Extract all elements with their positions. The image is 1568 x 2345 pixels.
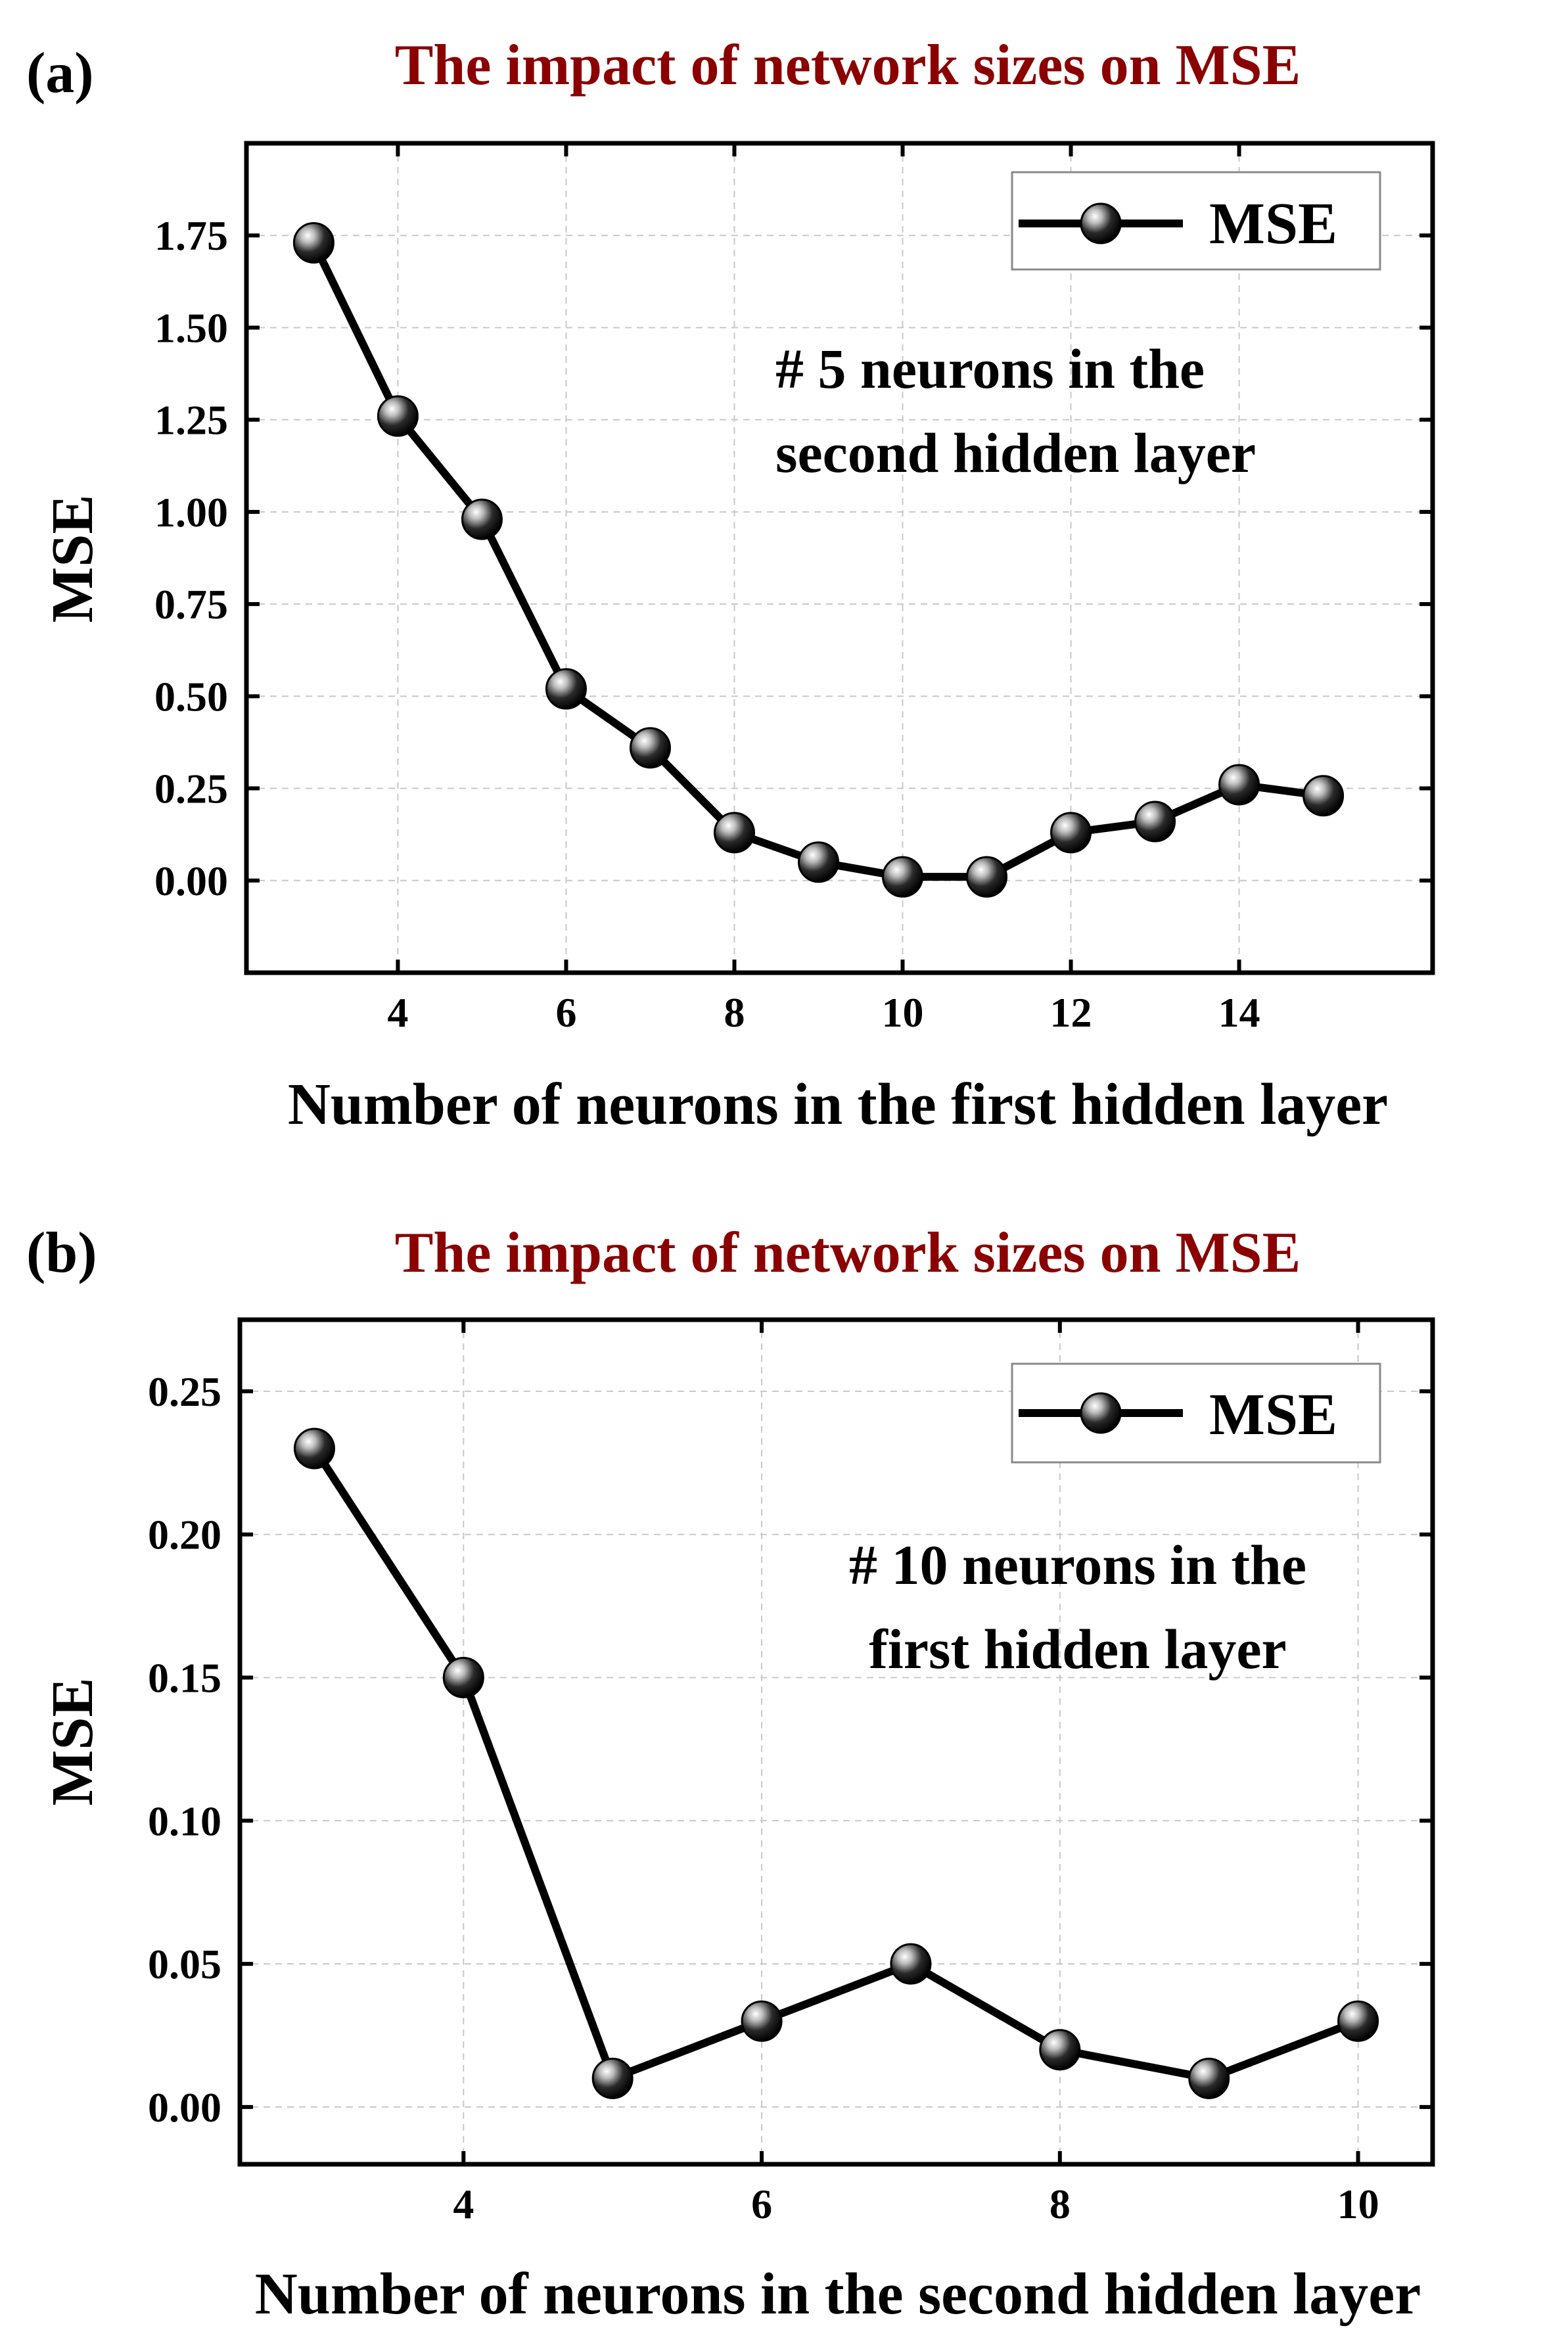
annotation: # 5 neurons in the second hidden layer (775, 337, 1256, 484)
x-tick-label: 12 (1050, 989, 1092, 1036)
data-point (890, 1943, 932, 1985)
legend-entry: MSE (1209, 191, 1337, 256)
data-point (1188, 2057, 1230, 2099)
data-point (1337, 2000, 1379, 2042)
data-point (377, 395, 419, 437)
legend: MSE (1011, 1362, 1381, 1464)
x-tick-label: 14 (1218, 989, 1260, 1036)
annotation-line-2: second hidden layer (775, 421, 1256, 484)
annotation-line-1: # 10 neurons in the (849, 1533, 1306, 1596)
data-point (713, 812, 755, 854)
chart-title: The impact of network sizes on MSE (395, 1221, 1301, 1285)
x-tick-label: 6 (555, 989, 576, 1036)
annotation-line-1: # 5 neurons in the (775, 337, 1205, 400)
data-point (292, 221, 334, 264)
panel-label: (b) (26, 1221, 97, 1285)
axis-ticks: 4 6 8 10 0.00 0.05 0.10 0.15 0.20 0.25 (148, 1320, 1433, 2227)
x-tick-label: 4 (387, 989, 408, 1036)
data-point (545, 668, 587, 710)
legend-entry: MSE (1209, 1382, 1337, 1447)
y-tick-label: 0.25 (148, 1368, 221, 1415)
chart-title: The impact of network sizes on MSE (395, 34, 1301, 97)
x-tick-label: 6 (751, 2181, 772, 2227)
annotation: # 10 neurons in the first hidden layer (849, 1533, 1306, 1681)
data-point (1303, 775, 1345, 817)
data-point (1039, 2029, 1081, 2071)
legend: MSE (1011, 171, 1381, 271)
panel-label: (a) (26, 41, 94, 105)
data-point (293, 1428, 335, 1470)
legend-marker-icon (1080, 1392, 1122, 1434)
y-axis-label: MSE (40, 494, 105, 622)
y-tick-label: 0.75 (154, 581, 228, 628)
y-tick-label: 0.05 (148, 1941, 221, 1987)
x-tick-label: 8 (724, 989, 745, 1036)
y-tick-label: 0.50 (154, 673, 228, 720)
y-tick-label: 0.00 (148, 2084, 221, 2131)
panel-b: (b) The impact of network sizes on MSE 4… (26, 1221, 1435, 2327)
series-mse (293, 1428, 1379, 2099)
x-axis-label: Number of neurons in the second hidden l… (255, 2262, 1421, 2327)
data-point (1134, 801, 1176, 843)
x-tick-label: 8 (1049, 2181, 1071, 2227)
data-point (966, 856, 1008, 898)
y-tick-label: 0.10 (148, 1798, 221, 1844)
y-tick-label: 1.50 (154, 304, 228, 351)
data-point (1050, 812, 1092, 854)
y-tick-label: 1.00 (154, 489, 228, 536)
series-mse (292, 221, 1345, 898)
x-tick-label: 10 (1337, 2181, 1379, 2227)
data-point (442, 1656, 484, 1698)
grid (246, 143, 1433, 973)
data-point (1218, 764, 1260, 806)
y-tick-label: 1.25 (154, 397, 228, 444)
data-point (882, 856, 924, 898)
series-line (311, 1446, 1360, 2083)
legend-marker-icon (1080, 202, 1122, 244)
plot-frame (237, 1317, 1435, 2167)
y-axis-label: MSE (40, 1677, 105, 1805)
plot-frame (244, 141, 1435, 975)
axis-ticks: 4 6 8 10 12 14 0.00 0.25 0.50 0.75 1.00 1.25 1.50 1.7… (154, 143, 1433, 1036)
y-tick-label: 0.25 (154, 766, 228, 812)
x-axis-label: Number of neurons in the first hidden la… (288, 1072, 1388, 1137)
x-tick-label: 10 (882, 989, 924, 1036)
data-point (461, 498, 503, 540)
annotation-line-2: first hidden layer (869, 1617, 1286, 1681)
y-tick-label: 1.75 (154, 212, 228, 259)
data-point (797, 841, 839, 883)
data-point (629, 727, 671, 769)
panel-a: (a) The impact of network sizes on MSE 4… (26, 34, 1435, 1137)
y-tick-label: 0.00 (154, 858, 228, 904)
data-point (741, 2000, 783, 2042)
y-tick-label: 0.15 (148, 1654, 221, 1701)
data-point (591, 2057, 634, 2099)
y-tick-label: 0.20 (148, 1512, 221, 1558)
x-tick-label: 4 (453, 2181, 474, 2227)
